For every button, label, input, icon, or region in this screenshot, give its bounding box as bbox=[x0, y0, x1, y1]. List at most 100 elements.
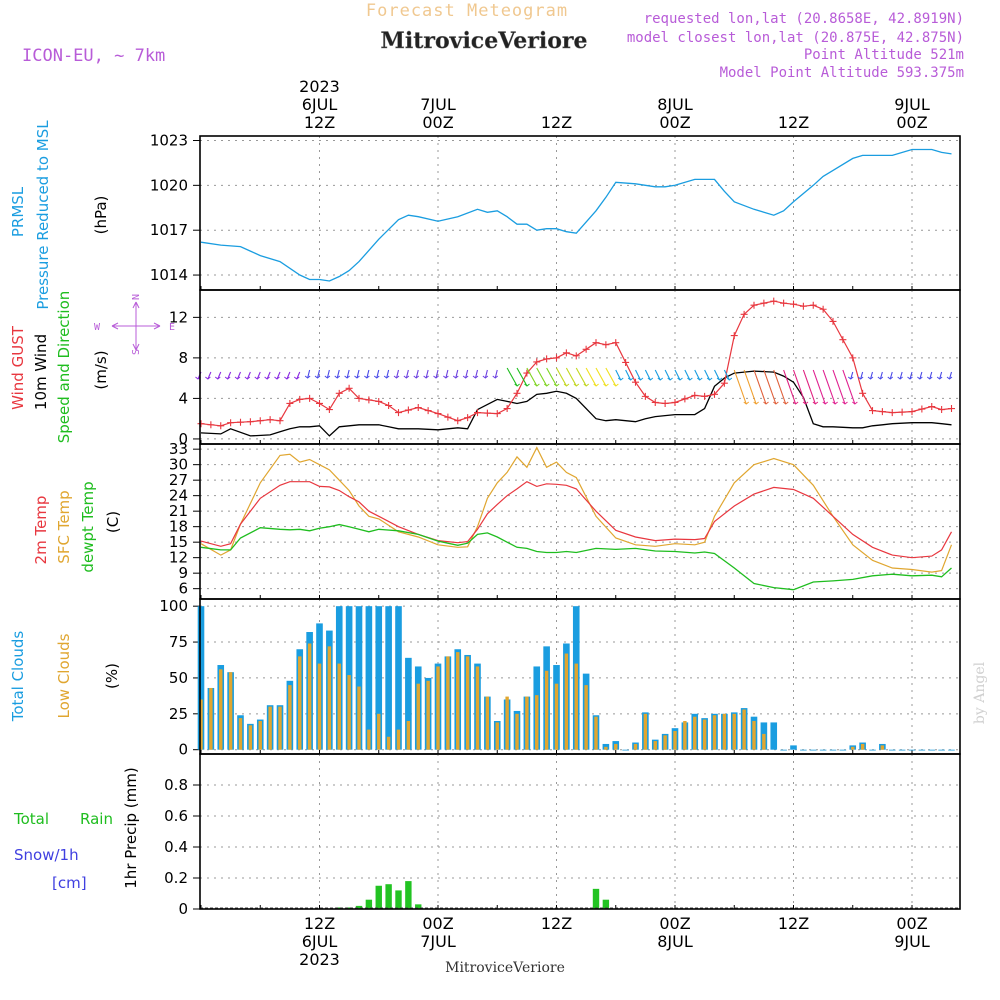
cm-label: [cm] bbox=[52, 874, 87, 892]
wind-arrow bbox=[316, 369, 321, 379]
y-tick-label: 27 bbox=[169, 471, 188, 489]
low-cloud-bar bbox=[268, 706, 272, 750]
low-cloud-bar bbox=[357, 686, 361, 750]
gust-marker bbox=[701, 392, 709, 400]
low-cloud-bar bbox=[742, 709, 746, 750]
y-tick-label: 1020 bbox=[150, 176, 188, 194]
low-cloud-bar bbox=[199, 699, 203, 750]
top-time-label: 8JUL bbox=[657, 95, 693, 114]
low-cloud-bar bbox=[209, 687, 213, 750]
gust-marker bbox=[237, 418, 244, 426]
gust-marker bbox=[948, 405, 955, 413]
top-time-label: 12Z bbox=[778, 113, 809, 132]
wind-arrowhead bbox=[274, 376, 280, 380]
low-cloud-bar bbox=[495, 722, 499, 750]
wind-arrow bbox=[684, 369, 691, 381]
gust-marker bbox=[651, 398, 659, 406]
gust-marker bbox=[227, 419, 235, 427]
bottom-time-label: 12Z bbox=[541, 914, 572, 933]
rain-bar bbox=[375, 885, 382, 909]
low-cloud-bar bbox=[860, 743, 865, 750]
y-tick-label: 12 bbox=[169, 308, 188, 326]
pressure-msl-label: Pressure Reduced to MSL bbox=[34, 120, 52, 310]
y-tick-label: 1014 bbox=[150, 266, 188, 284]
low-cloud-bar bbox=[485, 696, 490, 750]
wind-speed-line bbox=[200, 370, 952, 437]
y-tick-label: 50 bbox=[169, 669, 188, 687]
wind-arrow bbox=[395, 369, 400, 379]
gust-marker bbox=[898, 408, 906, 416]
bottom-time-label: 12Z bbox=[778, 914, 809, 933]
pressure-line bbox=[200, 148, 952, 282]
top-time-label: 00Z bbox=[896, 113, 927, 132]
y-tick-label: 21 bbox=[169, 502, 188, 520]
point-altitude: Point Altitude 521m bbox=[804, 47, 964, 63]
gust-marker bbox=[355, 394, 363, 402]
wind-arrowhead bbox=[244, 376, 251, 380]
gust-marker bbox=[888, 409, 896, 417]
total-cloud-bar bbox=[780, 749, 787, 751]
wind-arrowhead bbox=[802, 401, 809, 405]
gust-marker bbox=[375, 397, 383, 405]
y-tick-label: 0.4 bbox=[164, 838, 188, 856]
total-cloud-bar bbox=[948, 749, 955, 751]
total-cloud-bar bbox=[365, 606, 373, 750]
gust-marker bbox=[197, 420, 205, 428]
2m-temp-label: 2m Temp bbox=[32, 496, 50, 565]
dewpt-line bbox=[200, 523, 952, 591]
wind-arrowhead bbox=[293, 376, 300, 380]
wind-arrow bbox=[929, 371, 933, 380]
gust-marker bbox=[918, 405, 926, 413]
closest-coords: model closest lon,lat (20.875E, 42.875N) bbox=[627, 30, 964, 46]
low-cloud-bar bbox=[702, 719, 707, 750]
wind-arrow bbox=[326, 369, 330, 379]
percent-unit: (%) bbox=[103, 663, 121, 689]
watermark: by Angel bbox=[972, 661, 988, 724]
speed-direction-label: Speed and Direction bbox=[55, 291, 73, 444]
wind-arrow bbox=[635, 369, 641, 381]
wind-arrow bbox=[207, 371, 212, 380]
total-cloud-bar bbox=[395, 606, 402, 750]
gust-marker bbox=[938, 406, 946, 414]
total-cloud-bar bbox=[405, 657, 412, 750]
y-tick-label: 25 bbox=[169, 705, 188, 723]
wind-arrowhead bbox=[687, 377, 693, 381]
low-cloud-bar bbox=[851, 746, 855, 750]
total-cloud-bar bbox=[888, 749, 896, 751]
top-time-label: 7JUL bbox=[420, 95, 456, 114]
low-cloud-bar bbox=[416, 683, 420, 750]
wind-arrowhead bbox=[423, 375, 429, 379]
y-tick-label: 6 bbox=[178, 580, 188, 598]
gust-marker bbox=[296, 395, 304, 403]
gust-marker bbox=[316, 399, 323, 407]
wind-arrowhead bbox=[847, 376, 854, 380]
y-tick-label: 24 bbox=[169, 487, 188, 505]
bottom-time-label: 6JUL bbox=[302, 932, 338, 951]
low-cloud-bar bbox=[219, 669, 223, 750]
panel-frame bbox=[199, 135, 961, 291]
wind-arrow bbox=[664, 369, 671, 381]
gust-marker bbox=[691, 391, 699, 399]
gust-marker bbox=[740, 310, 748, 318]
wind-arrowhead bbox=[452, 375, 459, 379]
low-cloud-bar bbox=[604, 746, 608, 750]
gust-marker bbox=[720, 379, 728, 387]
wind-arrowhead bbox=[726, 377, 733, 381]
wind-arrow bbox=[376, 369, 380, 379]
low-cloud-bar bbox=[544, 670, 549, 750]
gust-marker bbox=[513, 389, 521, 397]
wind-arrowhead bbox=[857, 376, 864, 380]
wind-arrowhead bbox=[413, 375, 420, 379]
wind-arrow bbox=[792, 369, 807, 405]
rain-bar bbox=[395, 890, 402, 909]
y-tick-label: 30 bbox=[169, 456, 188, 474]
panel-frame bbox=[199, 289, 961, 445]
rain-bar bbox=[365, 899, 373, 909]
wind-arrowhead bbox=[234, 376, 241, 380]
wind-arrowhead bbox=[583, 383, 590, 387]
wind-arrow bbox=[694, 369, 701, 381]
y-tick-label: 75 bbox=[169, 633, 188, 651]
y-tick-label: 0 bbox=[178, 900, 188, 918]
wind-arrow bbox=[386, 369, 390, 379]
